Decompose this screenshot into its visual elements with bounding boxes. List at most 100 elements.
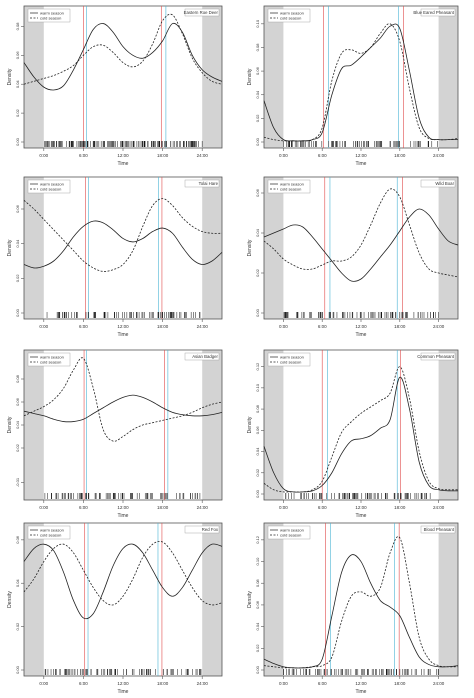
cold-season-line (23, 13, 223, 85)
chart-panel: 0.00 0.02 0.04 0.06 0:00 6:00 12:00 18:00 24:00 T… (247, 176, 459, 338)
y-axis-label: Density (7, 239, 13, 256)
night-shading (438, 6, 458, 148)
species-label: Blood Pheasant (424, 527, 455, 532)
x-tick-label: 18:00 (394, 153, 406, 158)
x-tick-label: 12:00 (117, 681, 129, 686)
x-axis-label: Time (356, 689, 367, 693)
night-shading (438, 177, 458, 319)
y-tick-label: 0.04 (255, 622, 260, 631)
x-tick-label: 6:00 (318, 505, 327, 510)
x-tick-label: 12:00 (117, 505, 129, 510)
warm-season-line (23, 394, 223, 423)
x-tick-label: 6:00 (79, 505, 88, 510)
y-tick-label: 0.00 (15, 137, 20, 146)
y-tick-label: 0.06 (255, 188, 260, 197)
warm-season-line (263, 376, 459, 493)
y-tick-label: 0.02 (15, 622, 20, 631)
y-tick-label: 0.06 (15, 397, 20, 406)
y-tick-label: 0.04 (15, 420, 20, 429)
legend-label: cold season (40, 16, 61, 21)
x-tick-label: 0:00 (39, 324, 48, 329)
legend-label: warm season (40, 528, 64, 533)
y-tick-label: 0.04 (15, 579, 20, 588)
warm-season-line (23, 543, 223, 620)
y-tick-label: 0.08 (15, 22, 20, 31)
y-tick-label: 0.02 (15, 108, 20, 117)
chart-panel: 0.00 0.02 0.04 0.06 0.08 0.10 0.12 0:00 6:00 12:0… (247, 522, 459, 695)
chart-panel: 0.00 0.02 0.04 0.06 0:00 6:00 12:00 18:00 24:00 T… (7, 176, 223, 338)
legend-label: cold season (280, 187, 301, 192)
y-tick-label: 0.04 (255, 228, 260, 237)
legend-box (267, 525, 311, 540)
legend-label: cold season (280, 16, 301, 21)
night-shading (438, 523, 458, 676)
legend-box (27, 8, 71, 23)
warm-season-line (23, 220, 223, 269)
x-tick-label: 6:00 (318, 324, 327, 329)
y-tick-label: 0.06 (15, 535, 20, 544)
x-tick-label: 24:00 (433, 324, 445, 329)
x-tick-label: 24:00 (433, 505, 445, 510)
night-shading (264, 350, 284, 500)
plot-frame (23, 522, 223, 677)
cold-season-line (263, 23, 459, 142)
plot-frame (263, 349, 459, 501)
legend-box (267, 8, 311, 23)
x-tick-label: 18:00 (394, 324, 406, 329)
y-tick-label: 0.02 (255, 268, 260, 277)
x-tick-label: 12:00 (355, 681, 367, 686)
y-tick-label: 0.00 (255, 489, 260, 498)
species-label-box (184, 179, 220, 188)
y-tick-label: 0.04 (15, 239, 20, 248)
legend-label: warm season (40, 11, 64, 16)
observation-rug (44, 141, 203, 147)
legend-label: warm season (280, 528, 304, 533)
legend-label: warm season (280, 355, 304, 360)
y-tick-label: 0.00 (255, 137, 260, 146)
x-tick-label: 12:00 (117, 324, 129, 329)
legend-label: warm season (40, 182, 64, 187)
cold-season-line (23, 540, 223, 606)
night-shading (202, 350, 222, 500)
legend-label: cold season (280, 360, 301, 365)
cold-season-line (263, 366, 459, 493)
x-tick-label: 0:00 (39, 681, 48, 686)
cold-season-line (263, 536, 459, 669)
observation-rug (44, 669, 202, 675)
y-axis-label: Density (247, 591, 253, 608)
x-axis-label: Time (118, 513, 129, 519)
y-tick-label: 0.12 (255, 362, 260, 371)
chart-panel: 0.00 0.02 0.04 0.06 0.08 0.10 0:00 6:00 12:00 18:… (247, 5, 459, 167)
y-axis-label: Density (247, 68, 253, 85)
y-tick-label: 0.02 (255, 468, 260, 477)
x-tick-label: 24:00 (197, 153, 209, 158)
legend-label: warm season (40, 355, 64, 360)
x-tick-label: 24:00 (197, 505, 209, 510)
x-tick-label: 18:00 (394, 681, 406, 686)
observation-rug (44, 493, 201, 499)
y-tick-label: 0.00 (15, 308, 20, 317)
species-label-box (184, 8, 220, 17)
y-tick-label: 0.02 (15, 443, 20, 452)
y-axis-label: Density (247, 239, 253, 256)
x-tick-label: 6:00 (318, 153, 327, 158)
y-tick-label: 0.12 (255, 535, 260, 544)
y-tick-label: 0.06 (255, 600, 260, 609)
x-tick-label: 18:00 (157, 324, 169, 329)
x-tick-label: 0:00 (279, 681, 288, 686)
warm-season-line (23, 22, 223, 91)
night-shading (264, 6, 284, 148)
y-tick-label: 0.08 (15, 374, 20, 383)
y-tick-label: 0.04 (255, 447, 260, 456)
x-axis-label: Time (356, 332, 367, 338)
species-label-box (420, 8, 456, 17)
plot-frame (23, 5, 223, 149)
night-shading (24, 177, 44, 319)
x-tick-label: 18:00 (157, 681, 169, 686)
y-tick-label: 0.00 (15, 665, 20, 674)
y-tick-label: 0.08 (255, 404, 260, 413)
y-axis-label: Density (7, 416, 13, 433)
